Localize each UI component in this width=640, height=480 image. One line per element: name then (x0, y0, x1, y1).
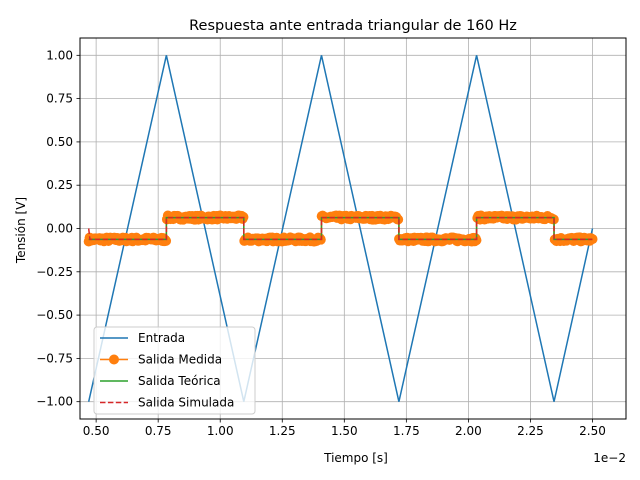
legend-label: Salida Simulada (138, 396, 234, 410)
y-tick-label: 0.75 (46, 92, 73, 106)
x-tick-label: 1.50 (331, 424, 358, 438)
legend: Entrada Salida Medida Salida Teórica Salida… (93, 326, 256, 415)
y-tick-label: 1.00 (46, 48, 73, 62)
legend-entry: Salida Simulada (100, 396, 234, 410)
legend-marker (109, 354, 119, 365)
legend-entry: Entrada (100, 331, 185, 345)
plot-area (83, 55, 598, 402)
x-tick-label: 0.50 (83, 424, 110, 438)
chart-title: Respuesta ante entrada triangular de 160… (189, 18, 517, 34)
x-tick-label: 0.75 (145, 424, 172, 438)
x-tick-label: 1.25 (269, 424, 296, 438)
legend-label: Entrada (138, 331, 185, 345)
y-tick-label: 0.50 (46, 135, 73, 149)
y-tick-label: 0.00 (46, 222, 73, 236)
x-tick-label: 1.00 (207, 424, 234, 438)
y-axis-label: Tensión [V] (14, 197, 28, 264)
y-tick-label: 0.25 (46, 178, 73, 192)
series-line-salida-simulada (87, 216, 593, 241)
legend-box (93, 326, 256, 415)
series-line-entrada (87, 55, 594, 402)
grid (80, 38, 626, 419)
legend-label: Salida Medida (138, 353, 222, 367)
data-point-salida-medida (161, 235, 172, 246)
legend-label: Salida Teórica (138, 374, 221, 388)
x-axis-offset-label: 1e−2 (593, 451, 626, 465)
x-axis-label: Tiempo [s] (323, 451, 388, 465)
legend-entry: Salida Teórica (100, 374, 221, 388)
x-axis: 0.50 0.75 1.00 1.25 1.50 1.75 2.00 2.25 2.50 (83, 419, 606, 438)
data-point-salida-medida (471, 235, 482, 246)
legend-entry: Salida Medida (100, 353, 222, 367)
y-tick-label: −0.25 (36, 265, 73, 279)
x-tick-label: 2.50 (579, 424, 606, 438)
x-tick-label: 1.75 (393, 424, 420, 438)
y-tick-label: −0.50 (36, 308, 73, 322)
y-tick-label: −1.00 (36, 395, 73, 409)
y-tick-label: −0.75 (36, 351, 73, 365)
y-axis: −1.00 −0.75 −0.50 −0.25 0.00 0.25 0.50 0.75 1.00 (36, 48, 80, 409)
x-tick-label: 2.25 (517, 424, 544, 438)
x-tick-label: 2.00 (455, 424, 482, 438)
